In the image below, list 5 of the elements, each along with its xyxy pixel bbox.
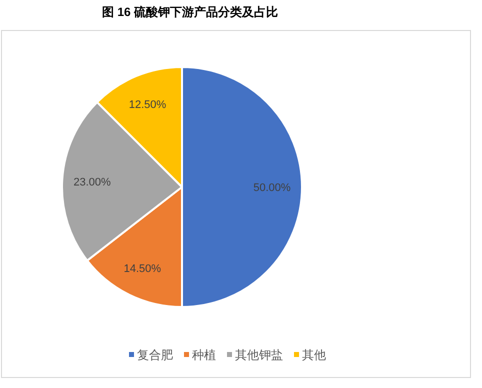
legend-label: 种植: [192, 348, 216, 362]
legend-label: 其他钾盐: [235, 348, 283, 362]
legend-label: 其他: [302, 348, 326, 362]
legend-label: 复合肥: [137, 348, 173, 362]
title: 图 16 硫酸钾下游产品分类及占比: [102, 5, 278, 19]
